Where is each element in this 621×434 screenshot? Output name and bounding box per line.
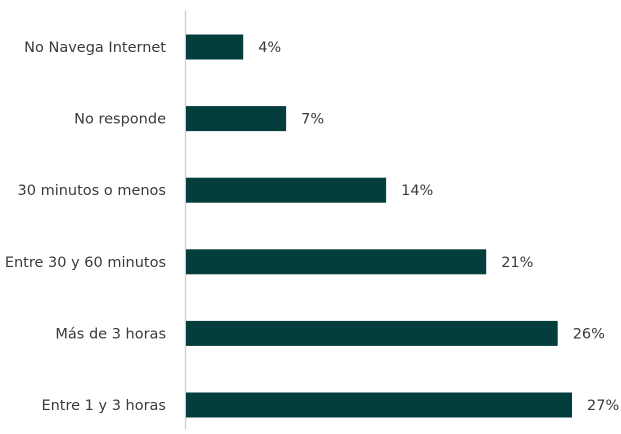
category-label-2: 30 minutos o menos xyxy=(18,183,166,199)
category-label-5: Entre 1 y 3 horas xyxy=(41,398,166,414)
bar-3 xyxy=(186,249,487,275)
bars-group xyxy=(186,34,572,418)
category-labels-group: No Navega Internet No responde 30 minutos … xyxy=(5,40,166,414)
category-label-4: Más de 3 horas xyxy=(55,326,166,342)
value-labels-group: 4% 7% 14% 21% 26% 27% xyxy=(258,40,619,414)
category-label-1: No responde xyxy=(74,112,166,128)
bar-2 xyxy=(186,177,387,203)
bar-4 xyxy=(186,320,558,346)
category-label-0: No Navega Internet xyxy=(24,40,166,56)
bar-1 xyxy=(186,106,287,132)
value-label-2: 14% xyxy=(401,183,433,199)
value-label-3: 21% xyxy=(501,255,533,271)
value-label-4: 26% xyxy=(573,326,605,342)
value-label-0: 4% xyxy=(258,40,281,56)
value-label-5: 27% xyxy=(587,398,619,414)
bar-0 xyxy=(186,34,244,60)
bar-5 xyxy=(186,392,572,418)
category-label-3: Entre 30 y 60 minutos xyxy=(5,255,166,271)
value-label-1: 7% xyxy=(301,112,324,128)
